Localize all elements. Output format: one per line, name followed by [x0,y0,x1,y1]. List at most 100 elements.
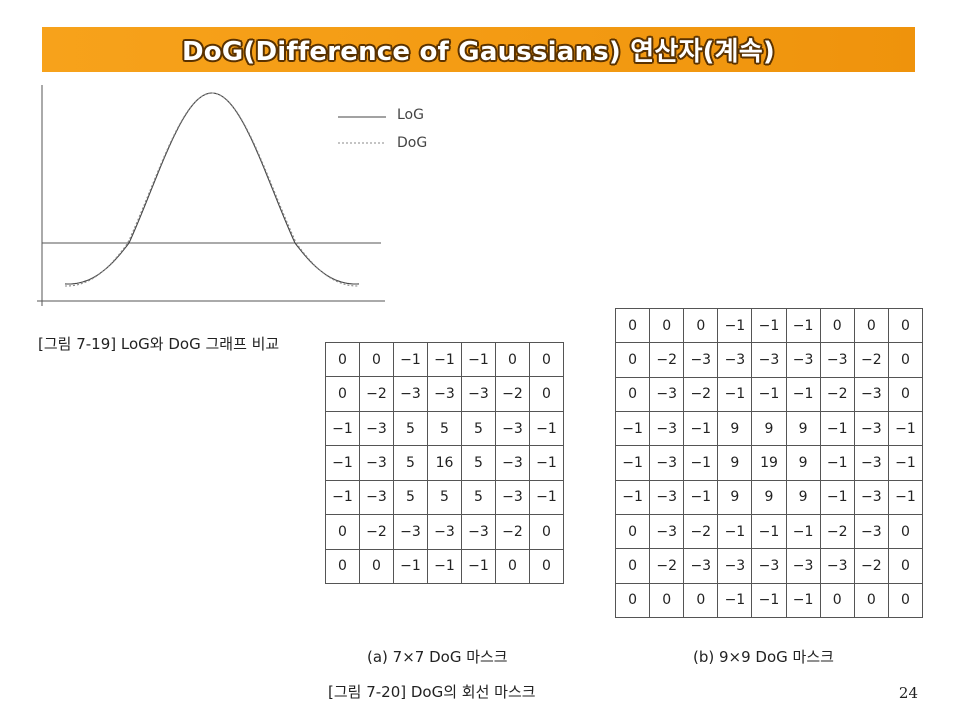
mask-cell: 16 [427,445,462,481]
mask-cell: −1 [614,445,651,481]
mask-cell: −1 [887,445,924,481]
mask-cell: −1 [819,479,855,515]
mask-cell: −2 [819,376,855,412]
mask-cell: 0 [683,582,719,619]
mask-cell: −3 [717,548,753,584]
log-curve [64,92,360,285]
mask-cell: −3 [853,410,889,447]
mask-cell: −3 [751,342,787,378]
mask-cell: 0 [649,307,685,344]
mask-cell: −3 [393,376,428,412]
mask-cell: 0 [819,582,855,619]
legend-label-log: LoG [397,107,424,123]
mask-cell: −1 [887,410,924,447]
mask-cell: −1 [614,410,651,447]
mask-cell: −3 [683,548,719,584]
mask-cell: −1 [427,548,462,585]
mask-cell: −3 [495,445,530,481]
mask-cell: 0 [614,342,651,378]
mask-cell: −2 [359,376,394,412]
mask-cell: −3 [785,548,821,584]
mask-row: 0 0 0 −1 −1 −1 0 0 0 [614,307,924,344]
mask-cell: −1 [751,513,787,550]
mask-cell: 0 [325,376,360,412]
mask-9x9-caption: (b) 9×9 DoG 마스크 [693,648,834,666]
mask-row: 0 −2 −3 −3 −3 −2 0 [325,514,564,550]
mask-row: 0 −3 −2 −1 −1 −1 −2 −3 0 [614,376,924,412]
mask-7x7-caption: (a) 7×7 DoG 마스크 [367,648,508,666]
mask-cell: 0 [853,307,889,344]
mask-cell: −1 [785,376,821,412]
mask-cell: −1 [785,582,821,619]
mask-cell: −3 [853,445,889,481]
mask-row: 0 0 −1 −1 −1 0 0 [325,341,564,378]
mask-cell: −2 [819,513,855,550]
mask-cell: 0 [887,548,924,584]
mask-row: −1 −3 −1 9 19 9 −1 −3 −1 [614,445,924,481]
mask-cell: 0 [887,513,924,550]
mask-cell: −2 [649,548,685,584]
mask-cell: 0 [819,307,855,344]
mask-cell: −1 [717,307,753,344]
mask-cell: −1 [785,307,821,344]
mask-cell: 0 [325,548,360,585]
mask-cell: 9 [717,445,753,481]
mask-cell: −3 [785,342,821,378]
mask-cell: 5 [461,410,496,447]
mask-cell: 0 [614,307,651,344]
mask-cell: 0 [887,307,924,344]
mask-cell: 0 [529,376,564,412]
mask-cell: −3 [751,548,787,584]
slide-title: DoG(Difference of Gaussians) 연산자(계속) [182,37,775,67]
mask-cell: −1 [785,513,821,550]
mask-cell: −3 [461,376,496,412]
mask-cell: −3 [819,342,855,378]
mask-cell: −1 [529,445,564,481]
mask-cell: 9 [785,445,821,481]
dog-curve [65,92,359,287]
mask-cell: −1 [751,376,787,412]
mask-cell: −1 [819,445,855,481]
mask-cell: −2 [649,342,685,378]
mask-cell: −3 [649,479,685,515]
mask-cell: −1 [325,445,360,481]
mask-cell: 9 [751,479,787,515]
mask-cell: −3 [649,513,685,550]
mask-cell: −1 [717,582,753,619]
figure-7-20-caption: [그림 7-20] DoG의 회선 마스크 [328,683,536,701]
mask-cell: 5 [427,410,462,447]
mask-cell: −1 [393,548,428,585]
mask-cell: 5 [461,445,496,481]
mask-row: 0 −2 −3 −3 −3 −3 −3 −2 0 [614,342,924,378]
mask-cell: 0 [649,582,685,619]
mask-row: 0 0 −1 −1 −1 0 0 [325,548,564,585]
mask-cell: 0 [359,341,394,378]
mask-cell: 9 [751,410,787,447]
mask-cell: 9 [717,410,753,447]
mask-row: −1 −3 5 5 5 −3 −1 [325,479,564,516]
mask-cell: 9 [785,410,821,447]
mask-cell: −1 [819,410,855,447]
mask-row: 0 −2 −3 −3 −3 −3 −3 −2 0 [614,548,924,584]
mask-row: −1 −3 5 16 5 −3 −1 [325,445,564,481]
dog-mask-9x9: 0 0 0 −1 −1 −1 0 0 0 0 −2 −3 −3 −3 −3 −3 −2 0 0 −3 −2 −1 −1 −1−… [614,307,924,619]
mask-cell: 5 [393,479,428,516]
mask-cell: 0 [614,376,651,412]
mask-cell: 0 [529,514,564,550]
mask-cell: 0 [529,341,564,378]
mask-cell: −2 [853,342,889,378]
mask-row: −1 −3 −1 9 9 9 −1 −3 −1 [614,410,924,447]
dog-mask-7x7: 0 0 −1 −1 −1 0 0 0 −2 −3 −3 −3 −2 0 −1 −3 5 5 5 −3 −1 −1 −3 5 16… [325,341,564,585]
mask-cell: 0 [887,376,924,412]
mask-row: −1 −3 −1 9 9 9 −1 −3 −1 [614,479,924,515]
mask-cell: −1 [393,341,428,378]
mask-cell: −3 [495,410,530,447]
mask-cell: −3 [461,514,496,550]
mask-row: 0 −3 −2 −1 −1 −1 −2 −3 0 [614,513,924,550]
graph-legend: LoG DoG [338,107,427,151]
mask-cell: −1 [751,307,787,344]
mask-cell: −1 [427,341,462,378]
mask-row: −1 −3 5 5 5 −3 −1 [325,410,564,447]
mask-cell: 0 [495,548,530,585]
